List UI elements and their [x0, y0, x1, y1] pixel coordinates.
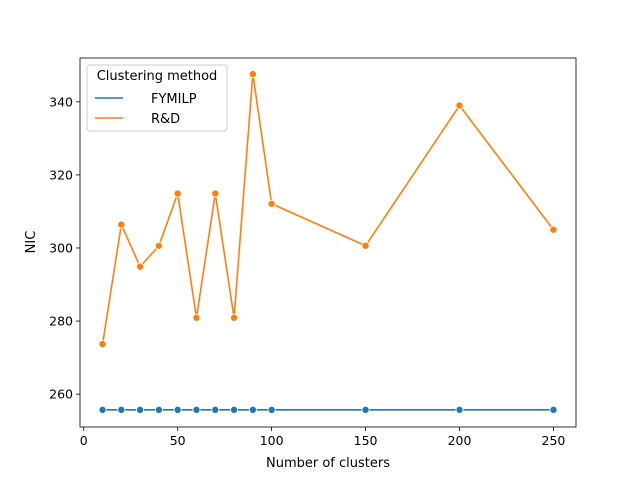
- series-0-point-1: [117, 405, 126, 414]
- series-0-point-2: [136, 405, 145, 414]
- series-1-point-7: [230, 313, 239, 322]
- series-1-point-1: [117, 220, 126, 229]
- x-tick-label-5: 250: [542, 433, 566, 448]
- series-0-point-4: [173, 405, 182, 414]
- series-0-point-0: [98, 405, 107, 414]
- x-tick-label-2: 100: [260, 433, 284, 448]
- series-1-point-9: [267, 199, 276, 208]
- x-axis-label: Number of clusters: [266, 456, 390, 471]
- series-1-point-0: [98, 340, 107, 349]
- x-tick-label-3: 150: [354, 433, 378, 448]
- legend-title: Clustering method: [97, 69, 218, 84]
- y-tick-label-4: 340: [49, 94, 73, 109]
- series-0-point-7: [230, 405, 239, 414]
- legend: Clustering method FYMILP R&D: [86, 64, 228, 132]
- series-0-point-10: [361, 405, 370, 414]
- y-axis-ticks: 260 280 300 320 340: [49, 94, 80, 402]
- y-tick-label-1: 280: [49, 314, 73, 329]
- series-1-point-11: [455, 101, 464, 110]
- series-0-point-8: [248, 405, 257, 414]
- series-0-point-6: [211, 405, 220, 414]
- series-1-point-8: [248, 70, 257, 79]
- y-axis-label: NIC: [24, 231, 39, 254]
- y-tick-label-3: 320: [49, 167, 73, 182]
- series-1-point-10: [361, 241, 370, 250]
- legend-box: [86, 64, 228, 132]
- plot-frame: [79, 57, 577, 428]
- series-1-point-5: [192, 313, 201, 322]
- series-1-point-3: [154, 241, 163, 250]
- y-tick-label-2: 300: [49, 240, 73, 255]
- series-1-point-12: [549, 225, 558, 234]
- x-tick-label-4: 200: [448, 433, 472, 448]
- series-0-point-3: [154, 405, 163, 414]
- series-0-point-12: [549, 405, 558, 414]
- x-axis-ticks: 0 50 100 150 200 250: [80, 427, 566, 448]
- x-tick-label-1: 50: [170, 433, 186, 448]
- x-tick-label-0: 0: [80, 433, 88, 448]
- series-0-point-9: [267, 405, 276, 414]
- legend-label-rd: R&D: [151, 112, 180, 127]
- series-layer: [98, 70, 558, 414]
- series-1-point-2: [136, 262, 145, 271]
- legend-label-fymilp: FYMILP: [151, 92, 197, 107]
- series-0-point-5: [192, 405, 201, 414]
- y-tick-label-0: 260: [49, 387, 73, 402]
- series-1-point-6: [211, 189, 220, 198]
- series-0-point-11: [455, 405, 464, 414]
- series-1-point-4: [173, 189, 182, 198]
